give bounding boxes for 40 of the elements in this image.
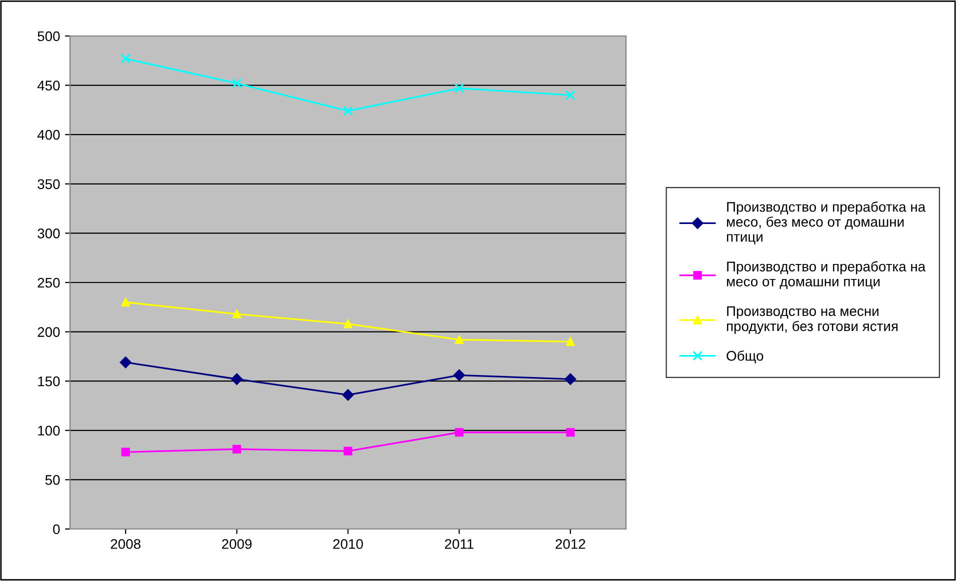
y-tick-label: 150 [38,376,60,386]
point [232,78,242,88]
y-tick-label: 100 [38,426,60,436]
x-tick-label: 2009 [222,539,252,549]
legend-label: Производство и преработка на месо от домашни птици [726,261,926,290]
point [120,356,132,368]
point [344,446,352,456]
y-tick-label: 0 [53,524,60,534]
y-tick-label: 450 [37,80,60,90]
y-tick-label: 500 [38,31,60,42]
point [231,373,243,385]
point [232,444,242,454]
y-tick-label: 400 [37,130,60,140]
x-tick-label: 2010 [333,539,363,549]
point [566,337,575,346]
y-tick-label: 350 [38,179,60,190]
y-tick-label: 50 [45,475,60,485]
point [121,298,130,307]
y-tick-label: 300 [38,228,60,238]
y-tick-label: 200 [38,327,60,337]
point [120,54,131,64]
legend-label: Производство на месни продукти, без готови ястия [726,306,898,334]
x-tick-label: 2008 [110,539,140,549]
point [566,428,575,437]
point [565,90,576,100]
legend-label: Производство и преработка на месо, без месо от домашни птици [726,201,926,244]
point [454,83,464,94]
point [453,369,465,381]
legend-label: Общо [726,350,764,364]
point [454,335,464,344]
point [121,448,130,456]
x-tick-label: 2012 [556,539,586,549]
point [454,428,464,437]
point [342,389,354,401]
x-tick-label: 2011 [444,539,474,549]
y-tick-label: 250 [38,278,60,288]
point [564,373,576,385]
point [343,106,353,116]
point [232,310,242,318]
point [344,320,352,328]
